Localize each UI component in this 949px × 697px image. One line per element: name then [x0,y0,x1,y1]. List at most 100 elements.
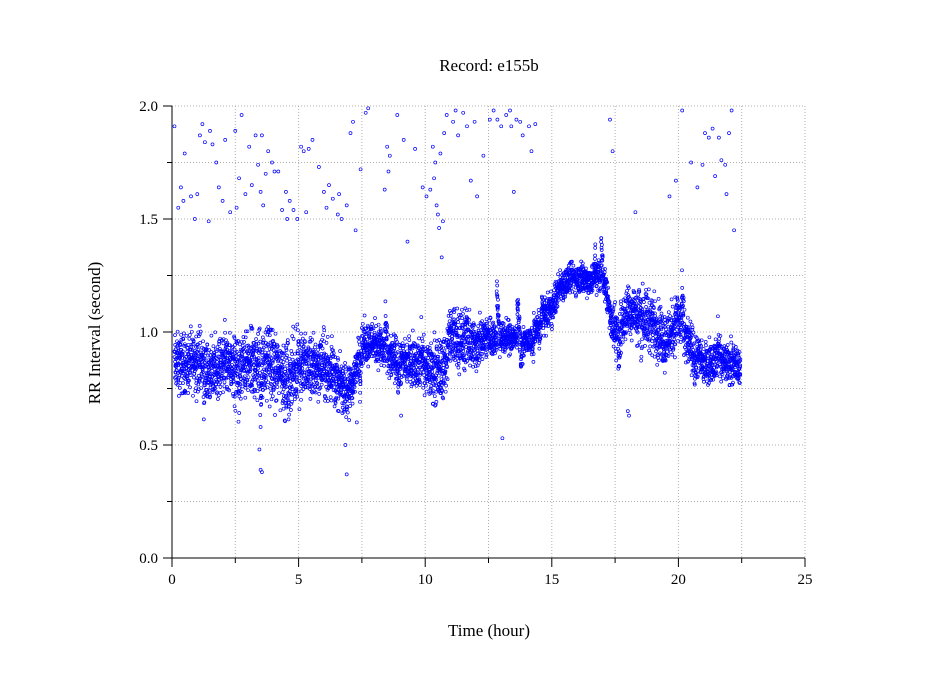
data-point [221,341,226,346]
data-point [265,385,270,390]
data-point [475,357,480,362]
data-point [413,342,417,346]
data-point [461,311,465,316]
data-point [191,339,196,344]
data-point [437,338,441,342]
data-point [206,353,210,358]
data-point [281,343,286,348]
data-point [399,375,404,379]
data-point [314,380,319,385]
data-point [231,379,236,383]
data-point [291,337,296,341]
data-point [556,272,560,276]
data-point [227,388,231,393]
data-point [193,353,198,358]
data-point [206,381,211,385]
data-point [287,412,291,417]
data-point [357,374,362,378]
data-point [320,346,325,351]
data-point [234,350,239,354]
data-point [485,321,489,326]
data-point [322,366,327,371]
data-point [183,342,187,347]
data-point [182,331,186,336]
data-point [299,331,303,336]
data-point [218,370,222,374]
data-point [351,366,356,371]
data-point [229,366,234,371]
data-point [345,410,350,415]
data-point [593,246,598,250]
data-point [348,404,352,408]
data-point [343,376,348,381]
data-point [314,366,319,371]
data-point [628,332,633,337]
data-point [456,361,461,366]
data-point [536,308,541,312]
data-point [243,383,248,388]
data-point [358,371,363,375]
data-point [244,377,249,382]
data-point [425,345,430,349]
data-point [435,347,439,352]
data-point [506,318,511,322]
data-point [639,354,644,359]
data-point [325,335,330,339]
data-point [255,389,260,393]
data-point [221,390,225,395]
data-point [210,390,215,394]
data-point [240,352,244,357]
data-point [296,328,300,333]
data-point [261,388,265,392]
data-point [265,354,270,358]
data-point [494,348,499,352]
data-point [186,391,191,395]
data-point [461,349,466,353]
data-point [269,390,273,395]
data-point [176,345,180,350]
data-point [190,348,195,352]
data-point [230,345,235,349]
data-point [353,371,358,376]
data-point [652,354,657,359]
data-point [419,315,424,319]
data-point [286,398,291,403]
data-point [196,347,201,352]
data-point [703,340,708,344]
data-point [310,371,314,375]
data-point [283,401,287,405]
data-point [300,370,305,374]
data-point [465,359,469,363]
data-point [209,333,214,338]
data-point [673,355,677,360]
data-point [467,307,472,312]
data-point [372,330,377,335]
data-point [496,318,501,323]
data-point [435,339,439,343]
data-point [434,344,439,349]
data-point [421,332,426,337]
data-point [184,333,189,338]
data-point [441,380,446,385]
data-point [495,293,500,298]
data-point [379,331,384,336]
data-point [440,358,445,363]
data-point [231,375,236,380]
data-point [245,378,250,383]
data-point [382,341,386,345]
data-point [545,290,550,295]
data-point [317,387,322,391]
data-point [312,349,317,354]
data-point [462,336,467,341]
data-point [215,390,220,395]
data-point [713,337,718,342]
data-point [299,397,303,402]
data-point [173,347,178,352]
data-point [495,283,500,288]
data-point [275,349,280,354]
data-point [283,419,287,424]
data-point [457,372,462,377]
data-point [362,313,367,318]
data-point [361,361,365,366]
data-point [492,347,497,352]
